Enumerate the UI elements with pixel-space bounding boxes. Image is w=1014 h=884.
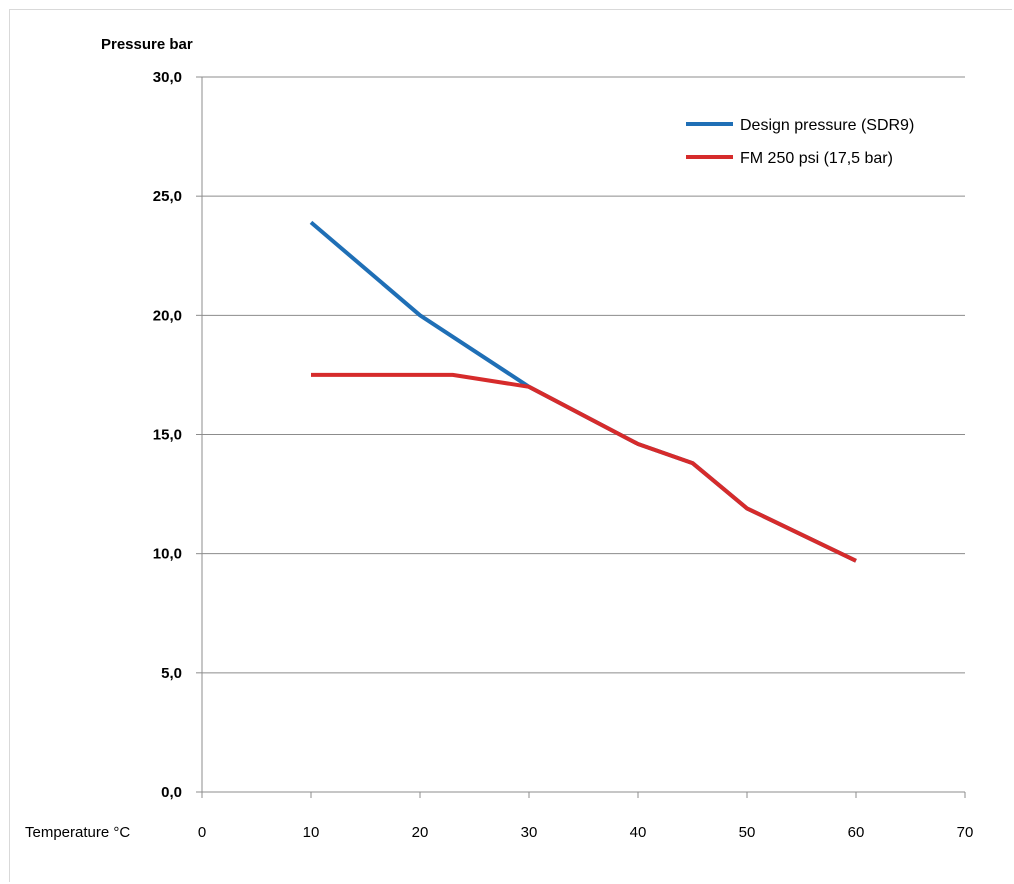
series-lines [309, 220, 857, 563]
legend-label-2: FM 250 psi (17,5 bar) [740, 150, 893, 167]
x-tick-label: 40 [630, 824, 647, 841]
axes [196, 76, 966, 798]
x-tick-label: 0 [198, 824, 206, 841]
y-tick-labels: 0,0 5,0 10,0 15,0 20,0 25,0 30,0 [153, 69, 182, 801]
y-tick-label: 25,0 [153, 188, 182, 205]
y-tick-label: 30,0 [153, 69, 182, 86]
x-axis-title: Temperature °C [25, 824, 130, 841]
y-tick-label: 20,0 [153, 307, 182, 324]
chart-frame [9, 9, 1012, 882]
series-line-1 [309, 220, 857, 563]
legend-label-1: Design pressure (SDR9) [740, 117, 914, 134]
x-tick-label: 70 [957, 824, 974, 841]
y-tick-label: 15,0 [153, 427, 182, 444]
legend: Design pressure (SDR9) FM 250 psi (17,5 b… [686, 117, 914, 167]
x-tick-label: 30 [521, 824, 538, 841]
x-tick-labels: 0 10 20 30 40 50 60 70 [198, 824, 974, 841]
y-tick-label: 5,0 [161, 665, 182, 682]
y-axis-title: Pressure bar [101, 36, 193, 53]
x-tick-label: 10 [303, 824, 320, 841]
series-line-2 [311, 372, 857, 563]
y-tick-label: 0,0 [161, 784, 182, 801]
x-tick-label: 60 [848, 824, 865, 841]
x-tick-label: 20 [412, 824, 429, 841]
y-tick-label: 10,0 [153, 546, 182, 563]
x-tick-label: 50 [739, 824, 756, 841]
